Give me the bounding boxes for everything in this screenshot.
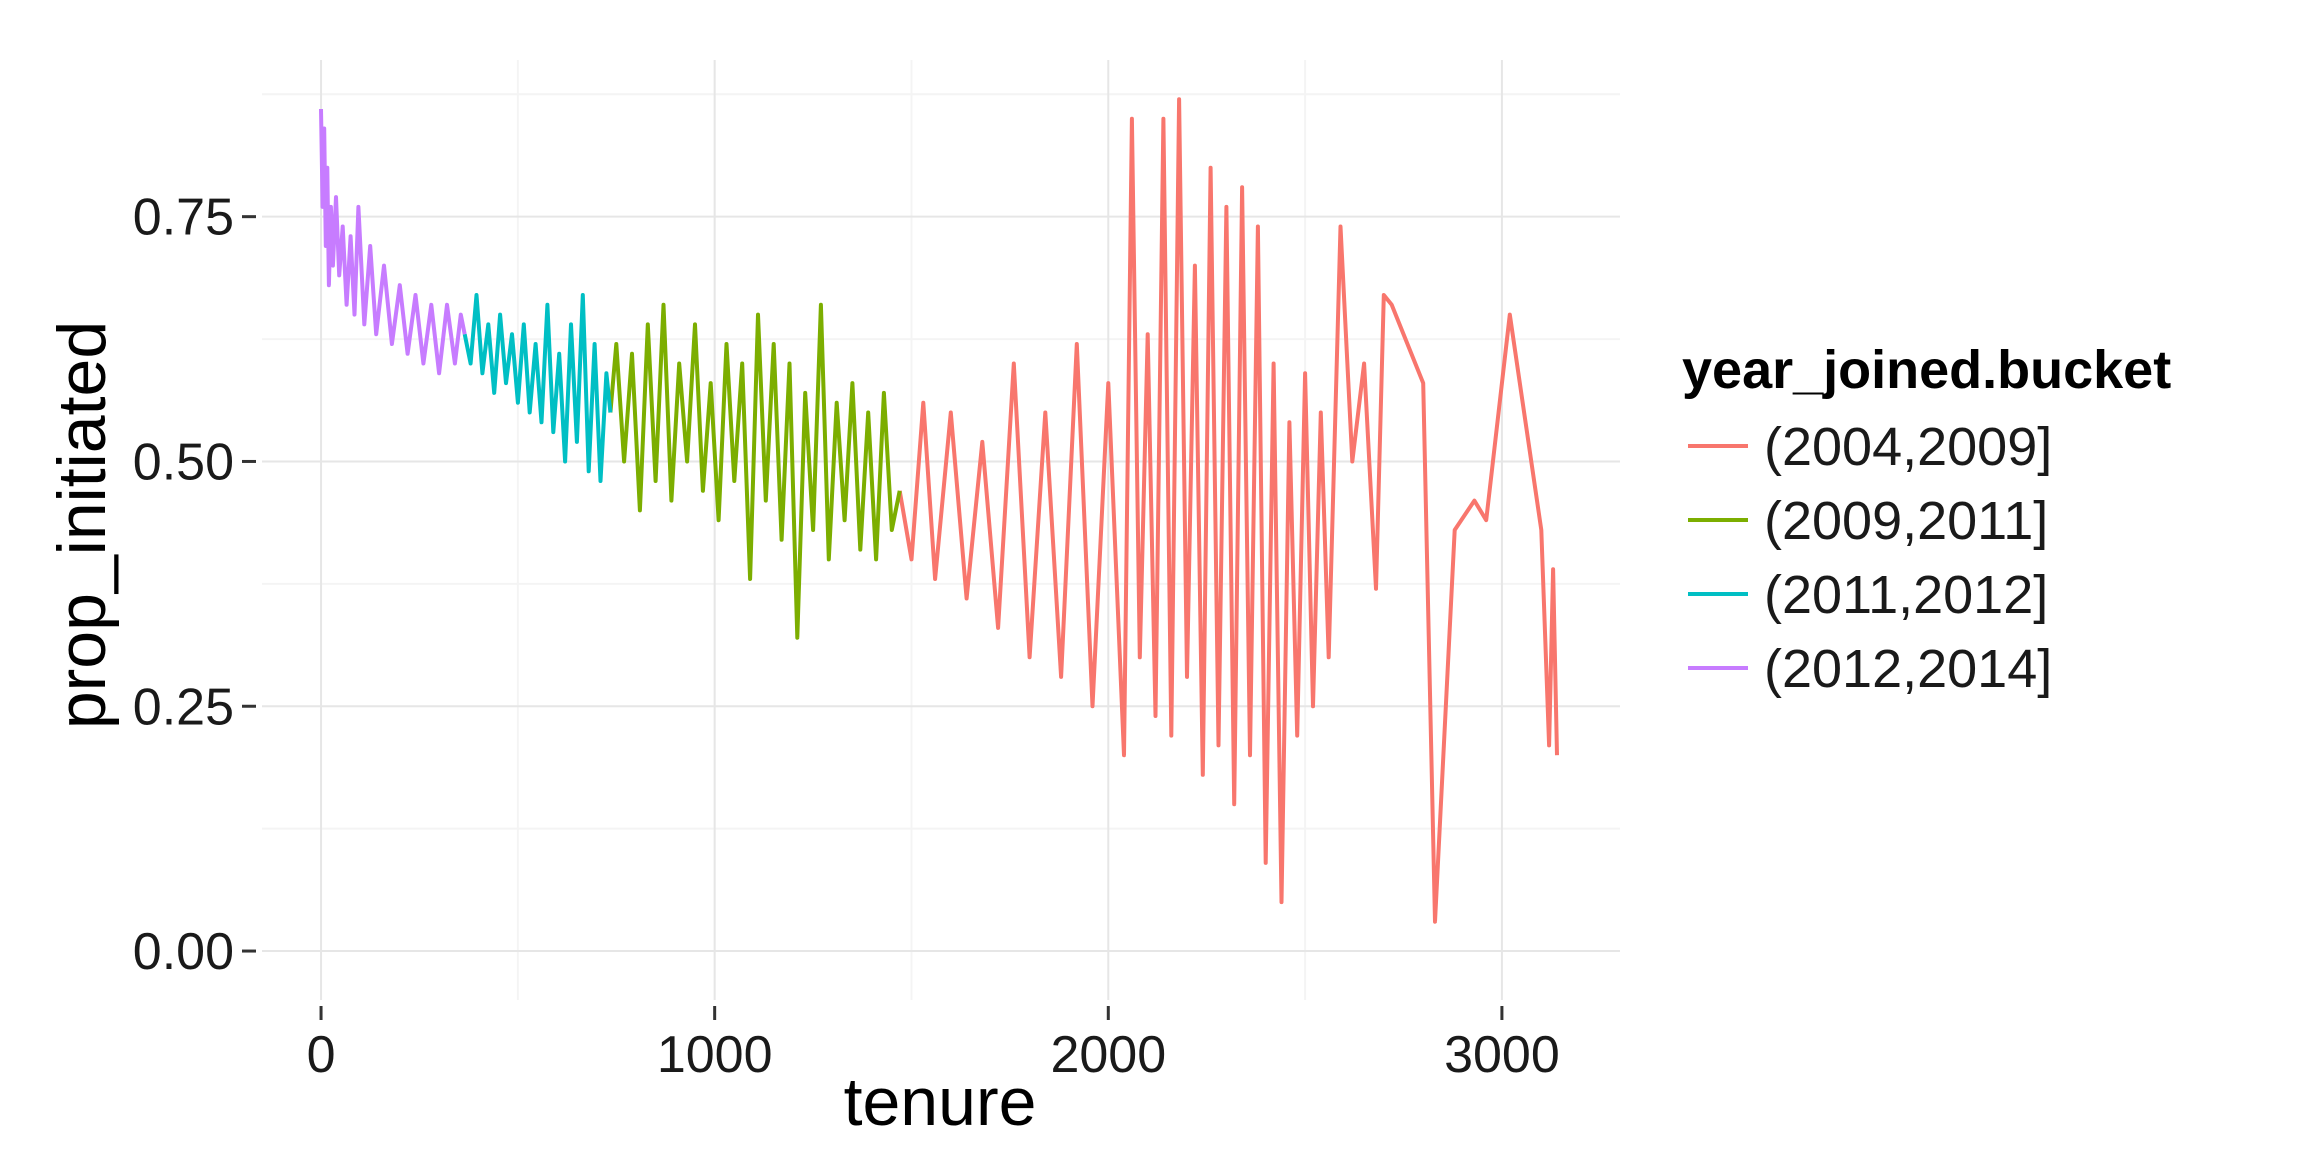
x-axis-title: tenure [844,1064,1037,1140]
legend-label: (2011,2012] [1764,565,2048,625]
y-tick-label: 0.75 [133,189,234,247]
series-line [462,293,613,483]
series-line [897,97,1559,924]
y-tick-label: 0.25 [133,678,234,736]
y-tick-label: 0.50 [133,433,234,491]
series-line [608,302,902,640]
legend-label: (2009,2011] [1764,491,2048,551]
axes: 0 1000 2000 3000 0.00 0.25 0.50 0.75 [133,189,1560,1084]
legend-title: year_joined.bucket [1682,340,2171,400]
series-lines [319,97,1559,924]
x-tick-label: 3000 [1444,1026,1560,1084]
x-tick-label: 2000 [1050,1026,1166,1084]
series-line [319,108,467,376]
legend-label: (2012,2014] [1764,639,2052,699]
legend: year_joined.bucket (2004,2009] (2009,2011… [1682,340,2171,699]
x-tick-label: 0 [307,1026,336,1084]
y-tick-label: 0.00 [133,923,234,981]
y-axis-title: prop_initiated [44,321,120,729]
x-tick-label: 1000 [657,1026,773,1084]
legend-label: (2004,2009] [1764,417,2052,477]
